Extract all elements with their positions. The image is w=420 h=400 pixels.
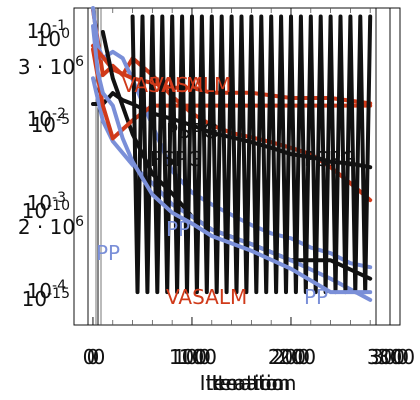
x-tick-label-chart1-2: 200 bbox=[268, 345, 306, 369]
x-tick-label-chart0-0: 0 bbox=[87, 345, 100, 369]
x-tick-label-chart2-3: 300 bbox=[377, 345, 415, 369]
series-label-vasalm-1: VASALM bbox=[150, 73, 231, 97]
x-tick-label-chart2-0: 0 bbox=[93, 345, 106, 369]
series-label-pp-5: PP bbox=[166, 217, 190, 241]
series-layer bbox=[91, 6, 373, 302]
y-tick-label-chart1-0: 10-1 bbox=[27, 18, 66, 43]
y-tick-label-chart0-0: 3 · 106 bbox=[18, 54, 84, 79]
series-label-pp-6: PP bbox=[96, 241, 120, 265]
x-tick-label-chart0-3: 300 bbox=[371, 345, 409, 369]
series-label-pp-8: PP bbox=[304, 285, 328, 309]
axes-frame-2 bbox=[97, 7, 401, 326]
x-axis-title-chart1: Iteration bbox=[200, 371, 285, 395]
x-tick-label-chart1-0: 0 bbox=[83, 345, 96, 369]
series-label-pspg-4: PSPG bbox=[304, 147, 356, 171]
x-tick-label-chart2-1: 100 bbox=[179, 345, 217, 369]
y-tick-label-chart0-1: 2 · 106 bbox=[18, 214, 84, 239]
y-tick-label-chart2-1: 10-5 bbox=[31, 112, 70, 137]
series-line-chart2-pp bbox=[91, 24, 373, 295]
y-tick-label-chart1-3: 10-4 bbox=[27, 278, 67, 303]
y-tick-label-chart2-0: 100 bbox=[36, 26, 70, 51]
y-tick-label-chart2-3: 10-15 bbox=[22, 286, 70, 311]
x-tick-label-chart2-2: 200 bbox=[278, 345, 316, 369]
series-label-vasalm-0: VASALM bbox=[122, 73, 203, 97]
x-tick-label-chart1-1: 100 bbox=[169, 345, 207, 369]
y-tick-label-chart1-2: 10-3 bbox=[27, 190, 66, 215]
x-axis-title-chart2: Iteration bbox=[212, 371, 297, 395]
plot-frame bbox=[73, 7, 401, 326]
x-tick-label-chart1-3: 300 bbox=[367, 345, 405, 369]
y-tick-label-chart2-2: 10-10 bbox=[22, 198, 70, 223]
x-tick-label-chart0-2: 200 bbox=[272, 345, 310, 369]
series-label-pspg-3: PSPG bbox=[150, 147, 202, 171]
series-line-chart2-pspg bbox=[130, 14, 373, 295]
y-tick-label-chart1-1: 10-2 bbox=[27, 106, 66, 131]
x-tick-label-chart0-1: 100 bbox=[173, 345, 211, 369]
series-label-vasalm-7: VASALM bbox=[166, 285, 247, 309]
x-axis-title-chart0: Iteration bbox=[206, 371, 291, 395]
series-label-pspg-2: PSPG bbox=[166, 119, 218, 143]
